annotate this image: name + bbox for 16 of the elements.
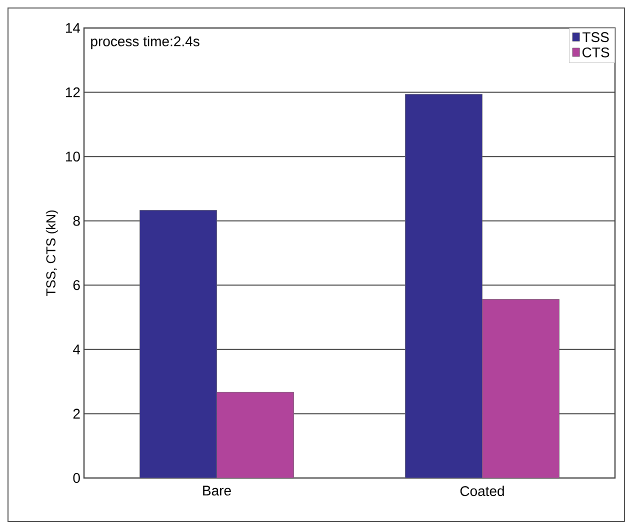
- y-tick-label: 8: [73, 216, 80, 226]
- y-tick-label: 6: [73, 280, 80, 290]
- bar: [216, 392, 294, 478]
- y-axis-title: TSS, CTS (kN): [46, 210, 58, 296]
- y-tick-label: 10: [66, 152, 80, 162]
- y-tick-label: 14: [66, 23, 80, 33]
- legend-label: CTS: [582, 47, 610, 58]
- y-tick-label: 12: [66, 87, 80, 98]
- bar: [482, 299, 560, 478]
- y-tick-label: 2: [73, 408, 80, 419]
- legend-label: TSS: [582, 32, 609, 42]
- y-tick-label: 4: [73, 344, 80, 354]
- x-tick-label: Coated: [460, 486, 504, 496]
- y-tick-label: 0: [73, 473, 80, 483]
- x-tick-label: Bare: [203, 486, 231, 496]
- annotation: process time:2.4s: [91, 36, 200, 50]
